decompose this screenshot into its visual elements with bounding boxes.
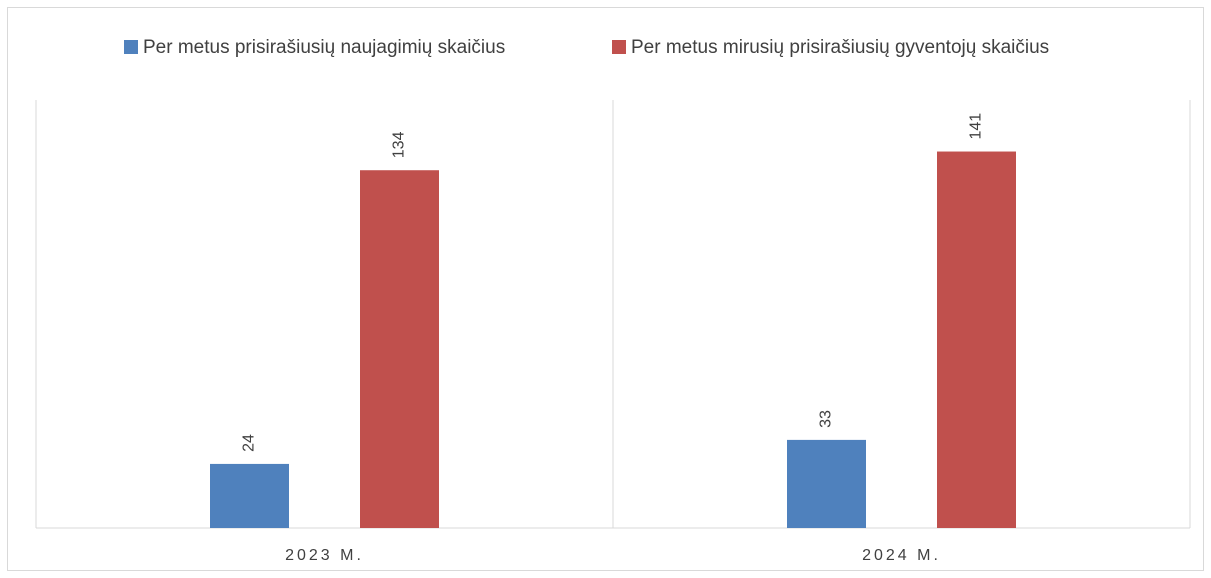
legend-label: Per metus mirusių prisirašiusių gyventoj… — [631, 37, 1049, 58]
x-tick-label: 2023 M. — [285, 547, 364, 564]
x-tick-label: 2024 M. — [862, 547, 941, 564]
data-label: 24 — [241, 434, 258, 452]
legend-label: Per metus prisirašiusių naujagimių skaič… — [143, 37, 505, 58]
bar — [210, 463, 289, 528]
bar — [787, 439, 866, 528]
data-label: 141 — [968, 113, 985, 140]
data-label: 33 — [818, 410, 835, 428]
legend-swatch — [124, 40, 138, 54]
bar — [360, 170, 439, 528]
legend-swatch — [612, 40, 626, 54]
bar — [937, 151, 1016, 528]
data-label: 134 — [391, 131, 408, 158]
chart-border — [7, 7, 1204, 571]
